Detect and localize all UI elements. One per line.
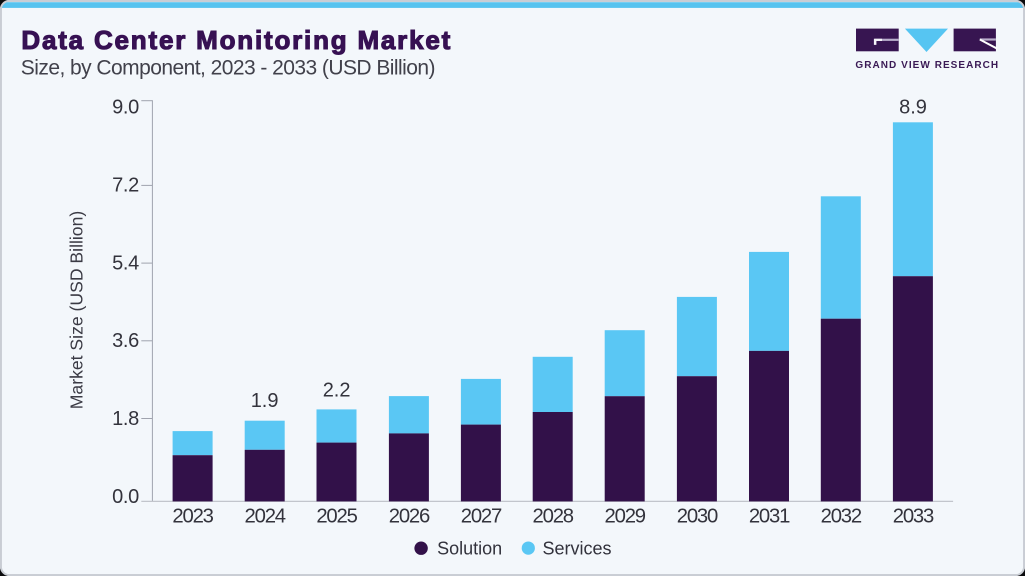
svg-text:2032: 2032 [821, 506, 862, 528]
svg-text:8.9: 8.9 [899, 96, 927, 118]
svg-text:2025: 2025 [316, 506, 357, 528]
svg-text:Size, by Component, 2023 - 203: Size, by Component, 2023 - 2033 (USD Bil… [21, 56, 435, 79]
svg-text:2028: 2028 [533, 506, 574, 528]
svg-text:1.8: 1.8 [112, 408, 139, 430]
svg-text:2023: 2023 [172, 506, 213, 528]
svg-text:0.0: 0.0 [112, 486, 139, 508]
svg-text:Market Size (USD Billion): Market Size (USD Billion) [66, 211, 86, 409]
svg-text:GRAND VIEW RESEARCH: GRAND VIEW RESEARCH [855, 60, 999, 71]
svg-text:2033: 2033 [893, 506, 934, 528]
svg-text:Services: Services [543, 538, 612, 558]
svg-text:2031: 2031 [749, 506, 790, 528]
svg-text:2029: 2029 [605, 506, 646, 528]
svg-text:2027: 2027 [461, 506, 502, 528]
svg-text:2.2: 2.2 [323, 379, 351, 401]
svg-text:3.6: 3.6 [112, 330, 139, 352]
svg-text:2024: 2024 [245, 506, 286, 528]
svg-text:1.9: 1.9 [251, 390, 279, 412]
svg-text:Solution: Solution [437, 538, 502, 558]
svg-text:7.2: 7.2 [112, 175, 139, 197]
svg-text:2030: 2030 [677, 506, 718, 528]
svg-text:9.0: 9.0 [112, 97, 139, 119]
svg-text:5.4: 5.4 [112, 252, 139, 274]
svg-text:Data Center Monitoring Market: Data Center Monitoring Market [21, 25, 452, 55]
svg-text:2026: 2026 [389, 506, 430, 528]
